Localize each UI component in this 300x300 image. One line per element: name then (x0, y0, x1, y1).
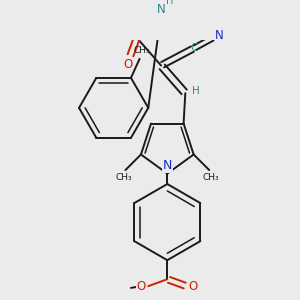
Text: C: C (190, 43, 198, 53)
Text: N: N (157, 3, 166, 16)
Text: CH₃: CH₃ (203, 173, 219, 182)
Text: H: H (166, 0, 173, 6)
Text: O: O (124, 58, 133, 71)
Text: CH₃: CH₃ (133, 46, 150, 55)
Text: CH₃: CH₃ (115, 173, 132, 182)
Text: N: N (163, 159, 172, 172)
Text: O: O (137, 280, 146, 293)
Text: N: N (215, 29, 224, 42)
Text: H: H (192, 86, 200, 97)
Text: O: O (189, 280, 198, 293)
